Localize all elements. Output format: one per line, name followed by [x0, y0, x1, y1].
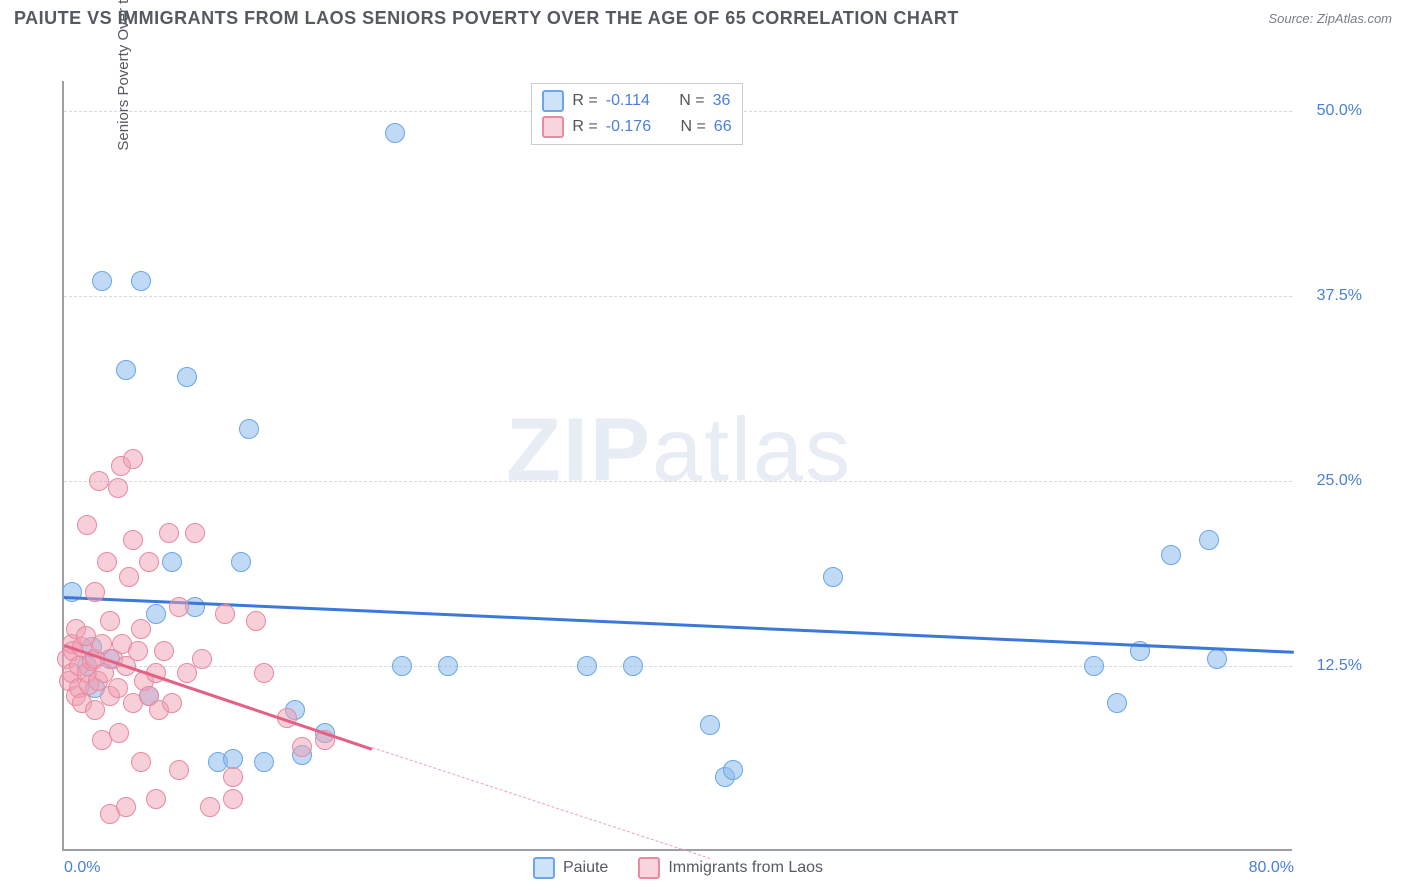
data-point: [108, 478, 128, 498]
data-point: [292, 737, 312, 757]
data-point: [1107, 693, 1127, 713]
watermark-bold: ZIP: [506, 400, 652, 500]
trend-line: [371, 747, 710, 859]
data-point: [85, 582, 105, 602]
correlation-legend: R = -0.114 N = 36R = -0.176 N = 66: [531, 83, 742, 145]
data-point: [139, 552, 159, 572]
legend-swatch: [542, 116, 564, 138]
source-attribution: Source: ZipAtlas.com: [1268, 11, 1392, 26]
gridline: [64, 666, 1292, 667]
data-point: [109, 723, 129, 743]
legend-swatch: [533, 857, 555, 879]
data-point: [162, 552, 182, 572]
data-point: [128, 641, 148, 661]
series-legend: Paiute Immigrants from Laos: [533, 857, 823, 879]
legend-item: Paiute: [533, 857, 608, 879]
data-point: [254, 752, 274, 772]
data-point: [169, 760, 189, 780]
data-point: [89, 471, 109, 491]
data-point: [77, 515, 97, 535]
data-point: [119, 567, 139, 587]
data-point: [200, 797, 220, 817]
data-point: [97, 552, 117, 572]
data-point: [131, 619, 151, 639]
data-point: [146, 604, 166, 624]
y-tick-label: 50.0%: [1317, 102, 1362, 120]
legend-label: Paiute: [563, 859, 608, 877]
data-point: [392, 656, 412, 676]
data-point: [438, 656, 458, 676]
data-point: [623, 656, 643, 676]
data-point: [239, 419, 259, 439]
legend-item: Immigrants from Laos: [638, 857, 823, 879]
data-point: [123, 530, 143, 550]
gridline: [64, 296, 1292, 297]
data-point: [823, 567, 843, 587]
data-point: [223, 789, 243, 809]
gridline: [64, 481, 1292, 482]
data-point: [254, 663, 274, 683]
data-point: [146, 789, 166, 809]
data-point: [577, 656, 597, 676]
data-point: [223, 767, 243, 787]
data-point: [723, 760, 743, 780]
data-point: [123, 449, 143, 469]
legend-swatch: [542, 90, 564, 112]
data-point: [116, 797, 136, 817]
data-point: [92, 271, 112, 291]
data-point: [192, 649, 212, 669]
y-tick-label: 12.5%: [1317, 657, 1362, 675]
data-point: [131, 271, 151, 291]
legend-row: R = -0.176 N = 66: [542, 114, 731, 140]
y-tick-label: 37.5%: [1317, 287, 1362, 305]
y-tick-label: 25.0%: [1317, 472, 1362, 490]
plot-area: ZIPatlas 12.5%25.0%37.5%50.0%0.0%80.0%R …: [62, 81, 1292, 851]
legend-swatch: [638, 857, 660, 879]
watermark: ZIPatlas: [506, 399, 852, 502]
data-point: [385, 123, 405, 143]
data-point: [85, 700, 105, 720]
chart-title: PAIUTE VS IMMIGRANTS FROM LAOS SENIORS P…: [14, 8, 959, 29]
data-point: [177, 663, 197, 683]
legend-label: Immigrants from Laos: [668, 859, 823, 877]
data-point: [1084, 656, 1104, 676]
data-point: [100, 611, 120, 631]
data-point: [169, 597, 189, 617]
data-point: [116, 360, 136, 380]
data-point: [1161, 545, 1181, 565]
data-point: [159, 523, 179, 543]
data-point: [154, 641, 174, 661]
data-point: [177, 367, 197, 387]
data-point: [1199, 530, 1219, 550]
data-point: [162, 693, 182, 713]
x-tick-label: 80.0%: [1249, 859, 1294, 877]
data-point: [246, 611, 266, 631]
data-point: [185, 523, 205, 543]
data-point: [231, 552, 251, 572]
data-point: [1207, 649, 1227, 669]
data-point: [108, 678, 128, 698]
data-point: [215, 604, 235, 624]
x-tick-label: 0.0%: [64, 859, 100, 877]
legend-row: R = -0.114 N = 36: [542, 88, 731, 114]
data-point: [131, 752, 151, 772]
data-point: [700, 715, 720, 735]
watermark-rest: atlas: [652, 400, 852, 500]
